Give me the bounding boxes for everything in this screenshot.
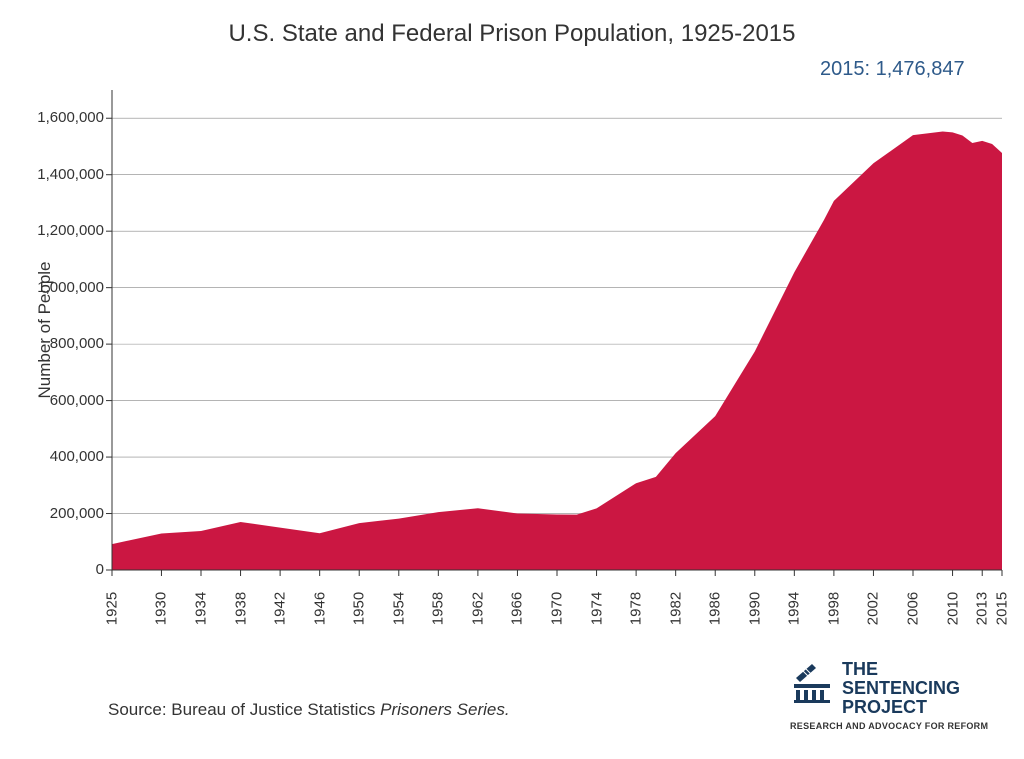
logo-main-line3: PROJECT bbox=[842, 698, 960, 717]
x-tick-label: 1982 bbox=[667, 591, 684, 627]
x-tick-label: 1994 bbox=[786, 591, 803, 627]
y-tick-label: 1,600,000 bbox=[22, 109, 104, 126]
logo-main-line2: SENTENCING bbox=[842, 679, 960, 698]
x-tick-label: 1950 bbox=[351, 591, 368, 627]
sentencing-project-logo: THE SENTENCING PROJECT RESEARCH AND ADVO… bbox=[790, 660, 988, 731]
x-tick-label: 1978 bbox=[628, 591, 645, 627]
x-tick-label: 1930 bbox=[153, 591, 170, 627]
x-tick-label: 2002 bbox=[865, 591, 882, 627]
x-tick-label: 2015 bbox=[994, 591, 1011, 627]
x-tick-label: 2010 bbox=[944, 591, 961, 627]
y-tick-label: 1,200,000 bbox=[22, 222, 104, 239]
x-tick-label: 1974 bbox=[588, 591, 605, 627]
y-tick-label: 1,400,000 bbox=[22, 166, 104, 183]
source-prefix: Source: Bureau of Justice Statistics bbox=[108, 700, 380, 719]
y-tick-label: 200,000 bbox=[22, 505, 104, 522]
logo-icon bbox=[790, 660, 834, 704]
source-citation: Source: Bureau of Justice Statistics Pri… bbox=[108, 700, 510, 720]
x-tick-label: 1954 bbox=[390, 591, 407, 627]
x-tick-label: 1962 bbox=[469, 591, 486, 627]
x-tick-label: 1970 bbox=[549, 591, 566, 627]
x-tick-label: 2006 bbox=[905, 591, 922, 627]
logo-subtitle: RESEARCH AND ADVOCACY FOR REFORM bbox=[790, 721, 988, 731]
y-tick-label: 600,000 bbox=[22, 392, 104, 409]
x-tick-label: 1925 bbox=[104, 591, 121, 627]
logo-main-line1: THE bbox=[842, 660, 960, 679]
chart-container: U.S. State and Federal Prison Population… bbox=[0, 0, 1024, 759]
y-tick-label: 400,000 bbox=[22, 448, 104, 465]
x-tick-label: 1986 bbox=[707, 591, 724, 627]
source-italic: Prisoners Series. bbox=[380, 700, 509, 719]
x-tick-label: 1958 bbox=[430, 591, 447, 627]
x-tick-label: 1990 bbox=[746, 591, 763, 627]
x-tick-label: 1998 bbox=[825, 591, 842, 627]
x-tick-label: 1966 bbox=[509, 591, 526, 627]
y-tick-label: 0 bbox=[22, 561, 104, 578]
x-tick-label: 1938 bbox=[232, 591, 249, 627]
x-tick-label: 1942 bbox=[272, 591, 289, 627]
y-tick-label: 1,000,000 bbox=[22, 279, 104, 296]
x-tick-label: 2013 bbox=[974, 591, 991, 627]
area-chart-svg bbox=[0, 0, 1024, 759]
x-tick-label: 1946 bbox=[311, 591, 328, 627]
x-tick-label: 1934 bbox=[193, 591, 210, 627]
y-tick-label: 800,000 bbox=[22, 335, 104, 352]
